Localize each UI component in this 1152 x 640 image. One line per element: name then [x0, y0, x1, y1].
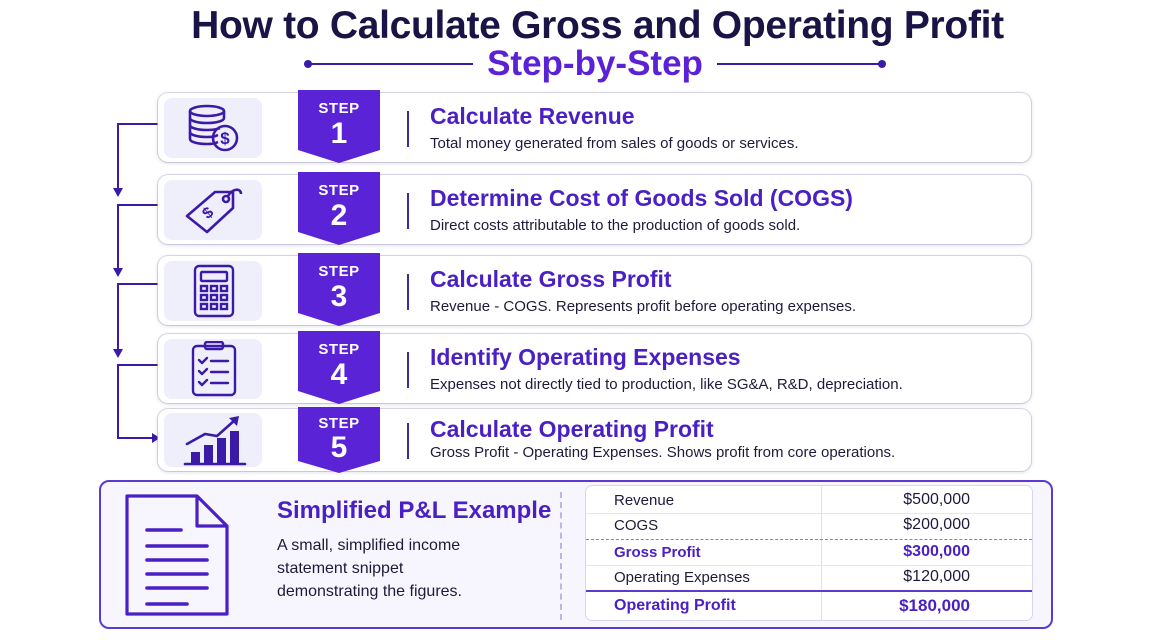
step-number: 4	[330, 358, 348, 391]
step-description: Expenses not directly tied to production…	[430, 376, 903, 393]
coins-dollar-icon: $	[188, 104, 239, 152]
calculator-icon	[193, 264, 235, 318]
step-title: Determine Cost of Goods Sold (COGS)	[430, 185, 853, 211]
step-title: Identify Operating Expenses	[430, 344, 741, 370]
step-label: STEP	[318, 415, 360, 432]
divider	[407, 274, 409, 310]
pl-description: A small, simplified income statement sni…	[277, 537, 462, 600]
step-label: STEP	[318, 182, 360, 199]
step-badge: STEP 3	[298, 253, 380, 326]
step-description: Gross Profit - Operating Expenses. Shows…	[430, 444, 896, 461]
divider	[407, 193, 409, 229]
step-badge: STEP 5	[298, 407, 380, 473]
pl-example-panel: Simplified P&L Example A small, simplifi…	[99, 480, 1053, 629]
step-description: Revenue - COGS. Represents profit before…	[430, 298, 857, 315]
row-label: COGS	[614, 517, 659, 534]
page-subtitle: Step-by-Step	[487, 44, 703, 83]
row-value: $300,000	[903, 543, 970, 560]
step-icon-box	[164, 339, 262, 399]
row-label: Operating Profit	[614, 597, 736, 614]
table-row: COGS $200,000	[586, 513, 1032, 537]
row-divider	[586, 513, 1032, 514]
step-badge: STEP 2	[298, 172, 380, 245]
price-tag-icon: $	[185, 188, 243, 234]
row-divider	[586, 590, 1032, 592]
document-icon	[125, 494, 229, 616]
flow-connector	[113, 123, 160, 443]
row-value: $120,000	[903, 568, 970, 585]
table-row: Gross Profit $300,000	[586, 540, 1032, 564]
step-title: Calculate Gross Profit	[430, 266, 672, 292]
divider	[407, 352, 409, 388]
step-number: 2	[330, 199, 348, 232]
subtitle-row: Step-by-Step	[0, 44, 1152, 84]
column-separator	[821, 486, 822, 620]
growth-chart-icon	[183, 416, 247, 466]
table-row: Revenue $500,000	[586, 488, 1032, 512]
step-number: 3	[330, 280, 348, 313]
step-title: Calculate Revenue	[430, 103, 635, 129]
step-badge: STEP 1	[298, 90, 380, 163]
step-label: STEP	[318, 341, 360, 358]
row-divider	[586, 565, 1032, 566]
divider	[407, 423, 409, 459]
pl-table: Revenue $500,000 COGS $200,000 Gross Pro…	[586, 486, 1032, 620]
step-icon-box	[164, 261, 262, 321]
step-number: 1	[330, 117, 348, 150]
divider	[407, 111, 409, 147]
dashed-divider	[560, 492, 562, 620]
row-value: $180,000	[899, 596, 970, 615]
step-description: Direct costs attributable to the product…	[430, 217, 801, 234]
row-divider	[586, 539, 1032, 540]
step-description: Total money generated from sales of good…	[430, 135, 799, 152]
row-label: Gross Profit	[614, 544, 701, 561]
step-badge: STEP 4	[298, 331, 380, 404]
row-label: Revenue	[614, 492, 675, 509]
clipboard-checklist-icon	[191, 341, 237, 397]
svg-text:$: $	[199, 204, 217, 223]
step-title: Calculate Operating Profit	[430, 416, 714, 442]
pl-title: Simplified P&L Example	[277, 497, 552, 524]
subtitle-line-left	[304, 60, 474, 68]
step-label: STEP	[318, 100, 360, 117]
step-icon-box: $	[164, 180, 262, 240]
svg-text:$: $	[220, 129, 230, 148]
step-icon-box	[164, 413, 262, 467]
subtitle-line-right	[716, 60, 886, 68]
step-card-3: STEP 3 Calculate Gross Profit Revenue - …	[158, 253, 1031, 326]
row-value: $500,000	[903, 491, 970, 508]
row-value: $200,000	[903, 516, 970, 533]
step-card-4: STEP 4 Identify Operating Expenses Expen…	[158, 331, 1031, 404]
step-label: STEP	[318, 263, 360, 280]
step-number: 5	[330, 431, 348, 464]
step-icon-box: $	[164, 98, 262, 158]
step-card-2: $ STEP 2 Determine Cost of Goods Sold (C…	[158, 172, 1031, 245]
table-row: Operating Profit $180,000	[586, 593, 1032, 617]
table-row: Operating Expenses $120,000	[586, 565, 1032, 589]
row-label: Operating Expenses	[614, 569, 750, 586]
step-card-5: STEP 5 Calculate Operating Profit Gross …	[158, 407, 1031, 473]
page-title: How to Calculate Gross and Operating Pro…	[191, 4, 1004, 47]
step-card-1: $ STEP 1 Calculate Revenue Total money g…	[158, 90, 1031, 163]
